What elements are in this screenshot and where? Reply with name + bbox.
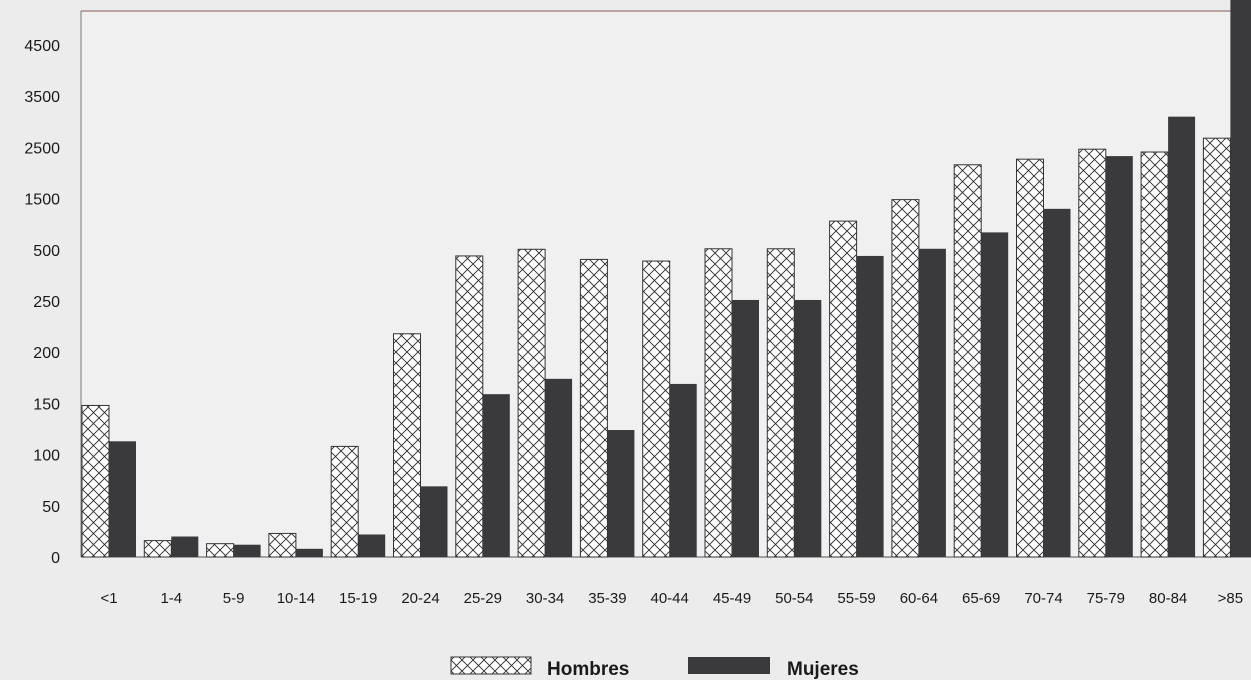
x-tick-label: >85 [1218, 590, 1243, 607]
bar-hombres [330, 445, 359, 558]
y-axis-ticks: 0 50 100 150 200 250 500 1500 2500 3500 4500 5500 [24, 0, 60, 567]
x-tick-label: <1 [100, 590, 117, 607]
x-tick-label: 30-34 [526, 590, 564, 607]
bar-mujeres [109, 441, 136, 557]
y-tick-label: 50 [42, 499, 60, 516]
bar-mujeres [1230, 0, 1251, 557]
x-axis-labels: <1 1-4 5-9 10-14 15-19 20-24 25-29 30-34 35-39 40… [100, 590, 1243, 607]
bar-mujeres [794, 299, 822, 557]
x-tick-label: 80-84 [1149, 590, 1187, 607]
bar-mujeres [295, 548, 323, 557]
legend-swatch-mujeres [688, 657, 770, 674]
x-tick-label: 5-9 [223, 590, 245, 607]
bar-hombres [517, 248, 546, 558]
y-tick-label: 4500 [24, 38, 60, 55]
bar-hombres [1202, 137, 1231, 558]
x-tick-label: 35-39 [588, 590, 626, 607]
x-tick-label: 55-59 [837, 590, 875, 607]
bar-hombres [455, 255, 484, 558]
y-tick-label: 100 [33, 448, 60, 465]
bar-mujeres [358, 534, 386, 557]
legend: Hombres Mujeres [450, 656, 859, 680]
bar-hombres [1140, 151, 1169, 558]
legend-label-hombres: Hombres [547, 659, 629, 680]
x-tick-label: 60-64 [900, 590, 938, 607]
bar-hombres [393, 333, 421, 558]
y-tick-label: 500 [33, 243, 60, 260]
x-tick-label: 10-14 [277, 590, 315, 607]
bar-hombres [143, 540, 172, 558]
bar-mujeres [607, 430, 635, 557]
x-tick-label: 75-79 [1087, 590, 1125, 607]
bar-mujeres [233, 544, 261, 557]
bar-hombres [766, 248, 795, 558]
legend-label-mujeres: Mujeres [787, 659, 859, 680]
x-tick-label: 70-74 [1024, 590, 1062, 607]
y-tick-label: 3500 [24, 89, 60, 106]
bar-hombres [704, 248, 733, 558]
x-tick-label: 15-19 [339, 590, 377, 607]
x-tick-label: 65-69 [962, 590, 1000, 607]
bar-hombres [642, 260, 671, 558]
bar-mujeres [171, 536, 199, 557]
bar-hombres [81, 404, 110, 558]
bar-hombres [1016, 158, 1044, 558]
y-tick-label: 0 [51, 550, 60, 567]
x-tick-label: 1-4 [160, 590, 182, 607]
bar-hombres [953, 164, 982, 558]
legend-swatch-hombres [450, 656, 532, 675]
bar-hombres [829, 220, 858, 558]
y-tick-label: 2500 [24, 140, 60, 157]
bar-mujeres [856, 255, 884, 557]
x-tick-label: 40-44 [651, 590, 689, 607]
bar-mujeres [669, 383, 697, 557]
bar-mujeres [1043, 208, 1071, 557]
x-tick-label: 50-54 [775, 590, 813, 607]
y-tick-label: 1500 [24, 192, 60, 209]
x-tick-label: 45-49 [713, 590, 751, 607]
bar-mujeres [918, 248, 946, 557]
bar-hombres [1078, 148, 1107, 558]
bars-group [81, 0, 1251, 558]
bar-mujeres [545, 378, 573, 557]
bar-mujeres [981, 232, 1009, 557]
bar-mujeres [482, 394, 510, 557]
bar-mujeres [1105, 156, 1133, 557]
bar-hombres [891, 199, 920, 558]
y-tick-label: 150 [33, 396, 60, 413]
y-tick-label: 250 [33, 294, 60, 311]
x-tick-label: 25-29 [464, 590, 502, 607]
bar-hombres [579, 258, 608, 558]
bar-hombres [206, 543, 235, 558]
bar-mujeres [420, 486, 448, 557]
y-tick-label: 200 [33, 345, 60, 362]
bar-mujeres [732, 299, 759, 557]
y-tick-label: 5500 [24, 0, 60, 4]
x-tick-label: 20-24 [401, 590, 439, 607]
bar-hombres [268, 532, 297, 558]
bar-mujeres [1168, 116, 1196, 558]
